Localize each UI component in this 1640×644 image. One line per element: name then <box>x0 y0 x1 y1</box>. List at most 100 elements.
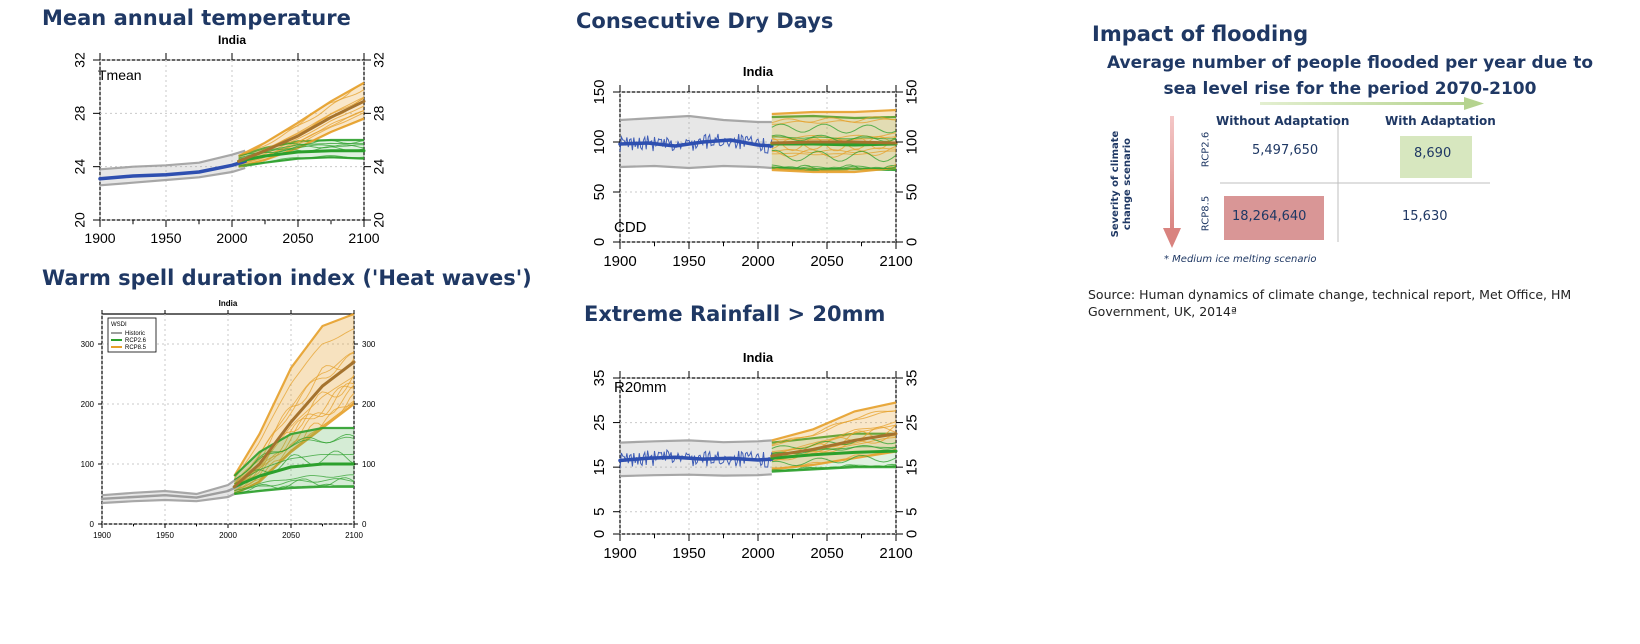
wsdi-rcp85-band-upper-edge <box>233 312 355 477</box>
r20-annotation: R20mm <box>614 379 667 396</box>
wsdi-ytick-label-right-200: 200 <box>362 400 376 409</box>
tmean-historic-mean <box>98 159 247 181</box>
tmean-ytick-label-32: 32 <box>72 52 88 68</box>
wsdi-legend-entry-0: Historic <box>125 331 145 337</box>
cdd-ytick-label-right-100: 100 <box>904 129 921 154</box>
cdd-rcp26-model-4 <box>771 149 897 163</box>
r20-ytick-label-right-5: 5 <box>904 508 921 516</box>
wsdi-rcp85-model-4 <box>234 384 355 492</box>
cdd-ytick-label-right-0: 0 <box>904 238 921 246</box>
tmean-xtick-label-1950: 1950 <box>150 230 181 246</box>
flood-arrow-right-head <box>1464 97 1484 110</box>
cdd-historic-mean-annual <box>619 133 773 154</box>
r20-rcp26-mean <box>770 449 898 460</box>
cdd-rcp85-model-8 <box>771 136 897 152</box>
wsdi-xtick-label-2050: 2050 <box>282 531 300 540</box>
r20-chart: 1900 1950 2000 2050 2100 0 0 5 5 15 15 25 25 35 35 Indi… <box>591 350 921 562</box>
wsdi-rcp26-band-upper-edge <box>233 426 354 477</box>
flood-table-graphics <box>1163 97 1490 248</box>
flood-value-rcp85-with: 15,630 <box>1402 209 1448 224</box>
tmean-xtick-label-1900: 1900 <box>84 230 115 246</box>
r20-rcp26-band-lower-edge <box>771 466 896 473</box>
wsdi-rcp26-model-7 <box>234 436 355 481</box>
cdd-historic-mean <box>618 138 774 148</box>
r20-ytick-label-right-15: 15 <box>904 459 921 476</box>
wsdi-ytick-label-right-300: 300 <box>362 340 376 349</box>
cdd-xtick-label-2050: 2050 <box>810 253 843 270</box>
wsdi-rcp85-model-10 <box>234 392 355 493</box>
cdd-rcp85-model-7 <box>771 116 897 124</box>
wsdi-rcp85-model-8 <box>234 376 355 489</box>
cdd-historic-band-upper-edge <box>619 114 772 124</box>
wsdi-ytick-label-0: 0 <box>90 520 95 529</box>
tmean-ytick-label-24: 24 <box>72 159 88 175</box>
r20-xtick-label-2050: 2050 <box>810 545 843 562</box>
wsdi-xtick-label-2100: 2100 <box>345 531 363 540</box>
r20-rcp85-mean <box>770 432 898 458</box>
r20-historic-mean-annual <box>619 448 773 469</box>
flood-value-rcp26-without: 5,497,650 <box>1252 143 1319 158</box>
r20-xtick-label-2100: 2100 <box>879 545 912 562</box>
flood-table-title: Average number of people flooded per yea… <box>1106 53 1594 99</box>
tmean-historic-band-upper-edge <box>99 149 246 171</box>
r20-ytick-label-right-25: 25 <box>904 414 921 431</box>
r20-xtick-label-2000: 2000 <box>741 545 774 562</box>
cdd-rcp26-model-5 <box>771 166 897 170</box>
cdd-ytick-label-right-50: 50 <box>904 184 921 201</box>
wsdi-rcp26-model-0 <box>234 483 354 495</box>
wsdi-ytick-label-200: 200 <box>81 400 95 409</box>
r20-rcp85-model-6 <box>771 410 897 447</box>
tmean-ytick-label-right-32: 32 <box>371 52 387 68</box>
tmean-rcp26-model-5 <box>238 155 365 167</box>
wsdi-historic-band-lower-edge <box>101 490 242 505</box>
tmean-xtick-label-2000: 2000 <box>216 230 247 246</box>
cdd-xtick-label-2100: 2100 <box>879 253 912 270</box>
r20-rcp26-band-upper-edge <box>771 432 896 444</box>
flood-section-title: Impact of flooding <box>1092 22 1309 46</box>
wsdi-xtick-label-2000: 2000 <box>219 531 237 540</box>
cdd-section-title: Consecutive Dry Days <box>576 9 834 33</box>
r20-ytick-label-35: 35 <box>591 370 608 387</box>
tmean-rcp85-model-8 <box>238 112 365 166</box>
cdd-rcp26-model-3 <box>771 123 897 134</box>
tmean-annotation: Tmean <box>98 67 142 83</box>
wsdi-historic-mean <box>100 483 242 500</box>
r20-rcp85-model-0 <box>771 448 897 469</box>
flood-table: Without Adaptation With Adaptation RCP2.… <box>1090 97 1610 280</box>
wsdi-rcp26-model-1 <box>234 453 355 485</box>
flood-note: * Medium ice melting scenario <box>1164 254 1317 265</box>
cdd-rcp26-band-upper-edge <box>771 114 897 120</box>
source-citation: Source: Human dynamics of climate change… <box>1088 287 1572 319</box>
flood-row-rcp26: RCP2.6 <box>1200 131 1212 168</box>
tmean-ytick-label-28: 28 <box>72 105 88 121</box>
r20-rcp26-model-3 <box>771 437 897 450</box>
flood-col-without: Without Adaptation <box>1216 114 1350 128</box>
flood-arrow-down-head <box>1163 228 1181 248</box>
tmean-ytick-label-right-24: 24 <box>371 159 387 175</box>
flood-value-rcp85-without: 18,264,640 <box>1232 209 1307 224</box>
flood-arrow-right <box>1260 102 1468 105</box>
wsdi-rcp26-mean <box>232 462 356 489</box>
cdd-rcp26-model-2 <box>771 136 897 140</box>
r20-rcp85-band-lower-edge <box>771 450 897 471</box>
r20-historic-band-upper-edge <box>619 439 772 444</box>
r20-rcp85-model-7 <box>771 410 897 446</box>
r20-ytick-label-0: 0 <box>591 530 608 538</box>
wsdi-xtick-label-1950: 1950 <box>156 531 174 540</box>
flood-row-rcp85: RCP8.5 <box>1200 195 1212 232</box>
tmean-panel-title: India <box>218 33 246 47</box>
cdd-rcp85-model-6 <box>771 118 897 125</box>
r20-rcp85-model-4 <box>771 432 897 461</box>
cdd-rcp85-model-5 <box>771 150 896 156</box>
wsdi-xtick-label-1900: 1900 <box>93 531 111 540</box>
cdd-xtick-label-1900: 1900 <box>603 253 636 270</box>
r20-rcp26-model-5 <box>771 465 896 472</box>
tmean-xtick-label-2100: 2100 <box>348 230 379 246</box>
wsdi-rcp85-band-lower-edge <box>233 403 355 495</box>
cdd-rcp26-mean <box>770 142 898 147</box>
r20-ytick-label-5: 5 <box>591 508 608 516</box>
wsdi-rcp26-model-6 <box>234 434 355 480</box>
tmean-rcp26-mean <box>237 149 366 163</box>
wsdi-section-title: Warm spell duration index ('Heat waves') <box>42 266 532 290</box>
